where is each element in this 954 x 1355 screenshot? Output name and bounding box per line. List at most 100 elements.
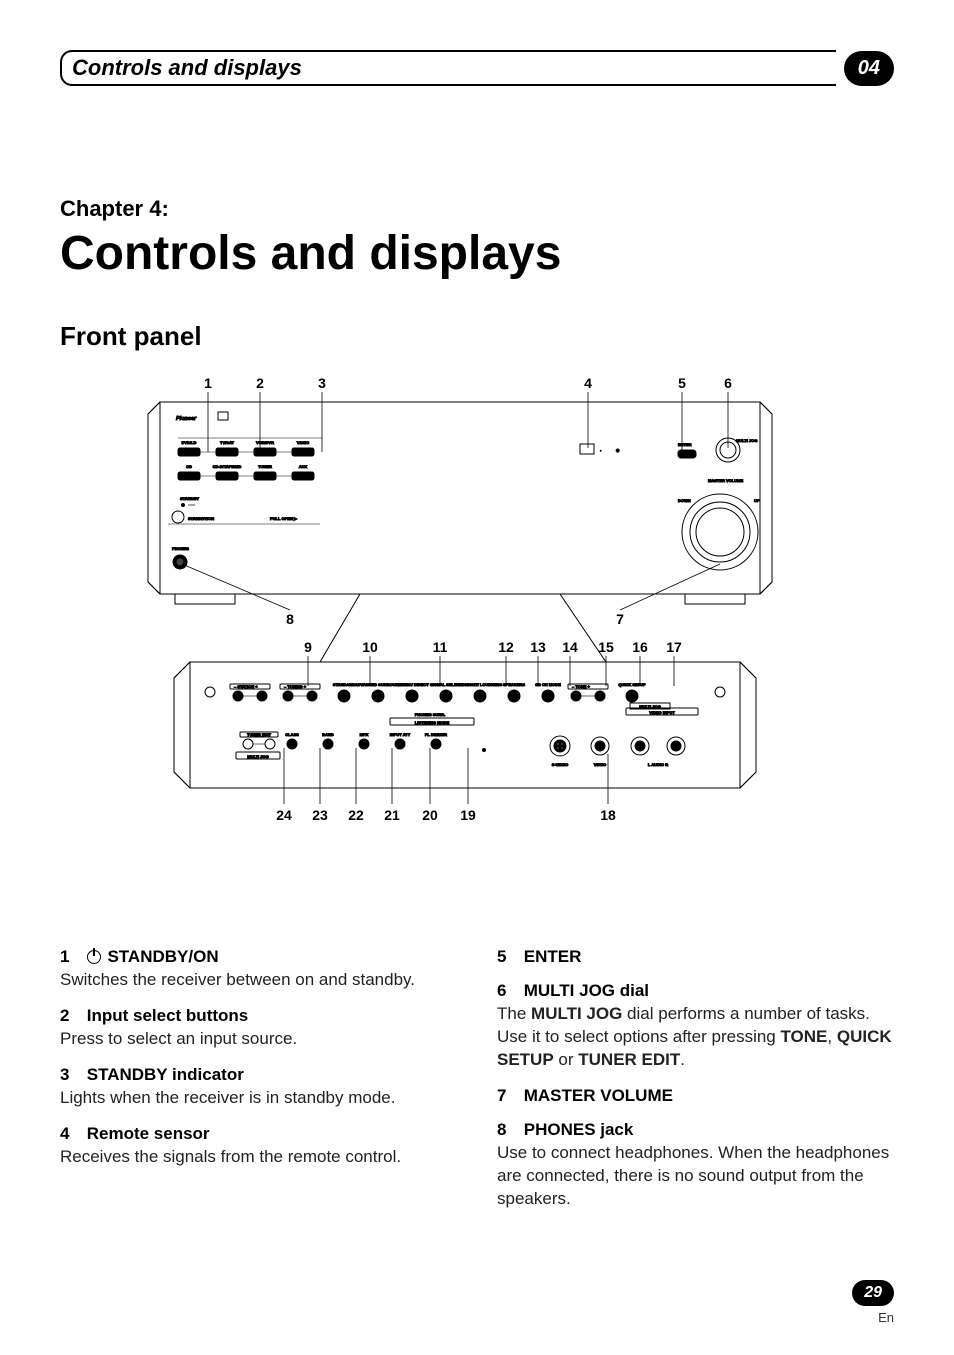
svg-text:VIDEO: VIDEO [297, 440, 309, 445]
svg-text:STEREO/ DIRECT: STEREO/ DIRECT [395, 682, 429, 687]
svg-text:8: 8 [286, 611, 294, 627]
svg-text:INPUT ATT: INPUT ATT [390, 732, 411, 737]
header-badge: 04 [844, 51, 894, 86]
svg-text:L AUDIO R: L AUDIO R [648, 762, 668, 767]
header-title: Controls and displays [72, 51, 312, 85]
svg-text:15: 15 [598, 639, 614, 655]
svg-text:ENTER: ENTER [678, 442, 692, 447]
svg-text:13: 13 [530, 639, 546, 655]
item-body: Use to connect headphones. When the head… [497, 1142, 894, 1211]
item-6: 6 MULTI JOG dialThe MULTI JOG dial perfo… [497, 981, 894, 1072]
svg-text:7: 7 [616, 611, 624, 627]
svg-text:MIDNIGHT/ LOUDNESS: MIDNIGHT/ LOUDNESS [458, 682, 503, 687]
svg-text:STANDARD: STANDARD [333, 682, 355, 687]
item-head: 2 Input select buttons [60, 1006, 457, 1026]
svg-text:19: 19 [460, 807, 476, 823]
standby-label: STANDBY [180, 496, 199, 501]
diagram-svg: Pioneer DVD/LD TV/SAT VCR/DVR VIDEO CD CD-R/… [60, 372, 820, 912]
svg-text:AUX: AUX [299, 464, 308, 469]
item-body: Switches the receiver between on and sta… [60, 969, 457, 992]
svg-text:TUNER: TUNER [258, 464, 272, 469]
svg-text:10: 10 [362, 639, 378, 655]
svg-text:UP: UP [754, 498, 760, 503]
item-2: 2 Input select buttonsPress to select an… [60, 1006, 457, 1051]
svg-text:– TONE +: – TONE + [572, 684, 590, 689]
svg-text:23: 23 [312, 807, 328, 823]
svg-text:VIDEO: VIDEO [594, 762, 606, 767]
svg-text:MULTI JOG: MULTI JOG [639, 704, 660, 709]
svg-text:3: 3 [318, 375, 326, 391]
language-label: En [852, 1310, 894, 1325]
svg-text:TUNER EDIT: TUNER EDIT [247, 732, 272, 737]
svg-text:PULL OPEN ▷: PULL OPEN ▷ [270, 516, 298, 521]
svg-text:12: 12 [498, 639, 514, 655]
item-title: MULTI JOG dial [524, 981, 649, 1000]
item-title: STANDBY indicator [87, 1065, 244, 1084]
svg-text:VIDEO INPUT: VIDEO INPUT [649, 710, 675, 715]
svg-text:4: 4 [584, 375, 592, 391]
svg-text:6: 6 [724, 375, 732, 391]
column-right: 5 ENTER 6 MULTI JOG dialThe MULTI JOG dia… [497, 947, 894, 1225]
item-4: 4 Remote sensorReceives the signals from… [60, 1124, 457, 1169]
column-left: 1 STANDBY/ONSwitches the receiver betwee… [60, 947, 457, 1225]
item-head: 5 ENTER [497, 947, 894, 967]
svg-text:CD: CD [186, 464, 192, 469]
item-title: MASTER VOLUME [524, 1086, 673, 1105]
svg-text:PHONES SURR.: PHONES SURR. [415, 712, 445, 717]
item-5: 5 ENTER [497, 947, 894, 967]
svg-text:21: 21 [384, 807, 400, 823]
item-title: ENTER [524, 947, 582, 966]
page-header: Controls and displays 04 [60, 50, 894, 86]
svg-text:22: 22 [348, 807, 364, 823]
svg-text:MULTI JOG: MULTI JOG [736, 438, 757, 443]
header-line: Controls and displays [72, 50, 836, 86]
svg-text:2: 2 [256, 375, 264, 391]
svg-text:✳: ✳ [616, 448, 620, 453]
item-body: Lights when the receiver is in standby m… [60, 1087, 457, 1110]
item-title: Input select buttons [87, 1006, 249, 1025]
item-head: 3 STANDBY indicator [60, 1065, 457, 1085]
item-head: 8 PHONES jack [497, 1120, 894, 1140]
svg-text:S-VIDEO: S-VIDEO [552, 762, 568, 767]
svg-text:TV/SAT: TV/SAT [220, 440, 234, 445]
item-body: The MULTI JOG dial performs a number of … [497, 1003, 894, 1072]
svg-text:– STATION +: – STATION + [234, 684, 258, 689]
chapter-title: Controls and displays [60, 226, 894, 281]
svg-text:16: 16 [632, 639, 648, 655]
svg-text:14: 14 [562, 639, 578, 655]
svg-text:STANDBY/ON: STANDBY/ON [188, 516, 214, 521]
chapter-label: Chapter 4: [60, 196, 894, 222]
item-title: STANDBY/ON [107, 947, 218, 966]
page-footer: 29 En [852, 1280, 894, 1325]
svg-text:9: 9 [304, 639, 312, 655]
svg-text:18: 18 [600, 807, 616, 823]
item-head: 7 MASTER VOLUME [497, 1086, 894, 1106]
svg-text:MASTER VOLUME: MASTER VOLUME [708, 478, 743, 483]
svg-text:PHONES: PHONES [172, 546, 189, 551]
svg-text:Pioneer: Pioneer [176, 416, 197, 422]
svg-text:24: 24 [276, 807, 292, 823]
item-body: Press to select an input source. [60, 1028, 457, 1051]
item-columns: 1 STANDBY/ONSwitches the receiver betwee… [60, 947, 894, 1225]
item-body: Receives the signals from the remote con… [60, 1146, 457, 1169]
svg-text:MULTI JOG: MULTI JOG [247, 754, 268, 759]
item-head: 6 MULTI JOG dial [497, 981, 894, 1001]
item-8: 8 PHONES jackUse to connect headphones. … [497, 1120, 894, 1211]
svg-text:BAND: BAND [322, 732, 334, 737]
svg-text:DOWN: DOWN [678, 498, 691, 503]
item-head: 1 STANDBY/ON [60, 947, 457, 967]
page-number-badge: 29 [852, 1280, 894, 1306]
svg-text:17: 17 [666, 639, 682, 655]
svg-text:VCR/DVR: VCR/DVR [256, 440, 274, 445]
svg-text:FL DIMMER: FL DIMMER [425, 732, 447, 737]
svg-text:LISTENING MODE: LISTENING MODE [415, 720, 450, 725]
svg-text:SB CH MODE: SB CH MODE [535, 682, 561, 687]
power-icon [87, 950, 101, 964]
svg-text:DVD/LD: DVD/LD [182, 440, 197, 445]
item-3: 3 STANDBY indicatorLights when the recei… [60, 1065, 457, 1110]
item-title: PHONES jack [524, 1120, 634, 1139]
item-1: 1 STANDBY/ONSwitches the receiver betwee… [60, 947, 457, 992]
item-title: Remote sensor [87, 1124, 210, 1143]
svg-text:QUICK SETUP: QUICK SETUP [618, 682, 646, 687]
svg-text:CD-R/TAPE/MD: CD-R/TAPE/MD [213, 464, 242, 469]
